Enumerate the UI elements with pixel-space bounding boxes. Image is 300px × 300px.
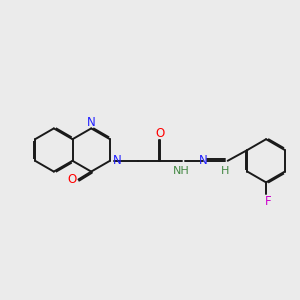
Text: F: F (265, 194, 271, 208)
Text: O: O (67, 173, 76, 186)
Text: NH: NH (173, 166, 190, 176)
Text: N: N (112, 154, 121, 167)
Text: N: N (87, 116, 96, 129)
Text: O: O (155, 127, 165, 140)
Text: H: H (220, 166, 229, 176)
Text: N: N (199, 154, 208, 167)
